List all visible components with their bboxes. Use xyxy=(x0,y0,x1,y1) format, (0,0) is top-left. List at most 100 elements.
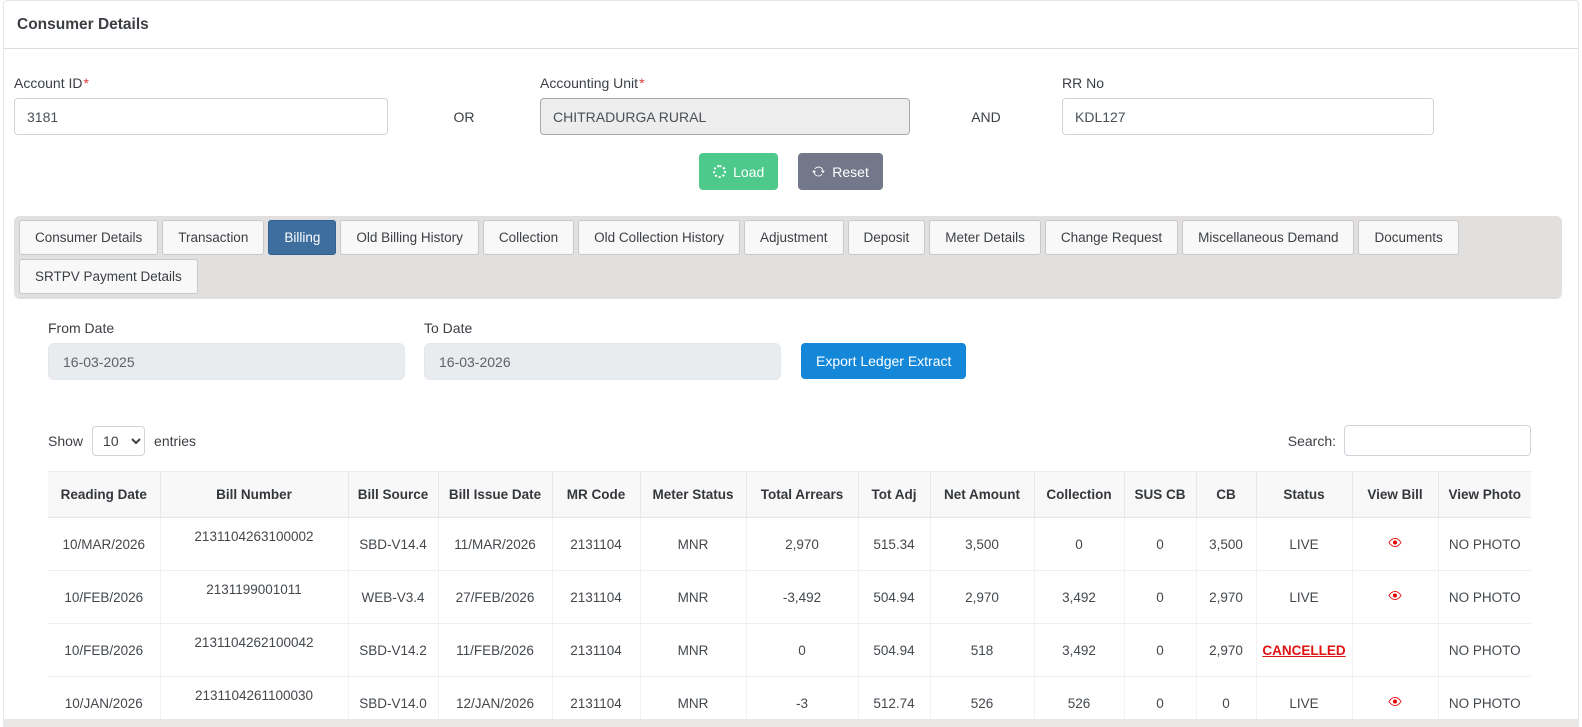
required-asterisk: * xyxy=(83,75,89,91)
col-bill-source: Bill Source xyxy=(347,471,438,518)
to-date-input[interactable] xyxy=(424,343,781,380)
cell-status: CANCELLED xyxy=(1255,623,1352,677)
cell-reading-date: 10/FEB/2026 xyxy=(48,570,160,624)
to-date-field: To Date xyxy=(424,320,781,380)
reset-button[interactable]: Reset xyxy=(798,153,883,190)
cell-bill-number[interactable]: 2131199001011 xyxy=(159,570,348,624)
cell-view-photo: NO PHOTO xyxy=(1437,623,1531,677)
page-card: Consumer Details Account ID* OR Accounti… xyxy=(3,0,1579,727)
cell-view-photo: NO PHOTO xyxy=(1437,676,1531,727)
table-body: 10/MAR/2026 2131104263100002 SBD-V14.4 1… xyxy=(48,517,1531,727)
page-title: Consumer Details xyxy=(17,15,149,33)
cell-cb: 2,970 xyxy=(1195,623,1256,677)
cell-bill-issue-date: 27/FEB/2026 xyxy=(437,570,552,624)
search-input[interactable] xyxy=(1344,425,1531,456)
tab-documents[interactable]: Documents xyxy=(1358,220,1459,255)
cell-meter-status: MNR xyxy=(639,517,746,571)
table-row: 10/FEB/2026 2131199001011 WEB-V3.4 27/FE… xyxy=(48,570,1531,624)
cell-total-arrears: 0 xyxy=(745,623,858,677)
tab-miscellaneous-demand[interactable]: Miscellaneous Demand xyxy=(1182,220,1355,255)
from-date-input[interactable] xyxy=(48,343,405,380)
tab-adjustment[interactable]: Adjustment xyxy=(743,220,844,255)
cell-tot-adj: 504.94 xyxy=(857,570,930,624)
tab-strip: Consumer Details Transaction Billing Old… xyxy=(14,216,1562,299)
tab-change-request[interactable]: Change Request xyxy=(1044,220,1179,255)
cell-mr-code: 2131104 xyxy=(551,570,640,624)
cancelled-status-link[interactable]: CANCELLED xyxy=(1262,642,1346,658)
rr-no-label: RR No xyxy=(1062,75,1105,91)
cell-meter-status: MNR xyxy=(639,570,746,624)
cell-collection: 0 xyxy=(1033,517,1124,571)
cell-view-bill xyxy=(1351,570,1438,624)
cell-net-amount: 518 xyxy=(929,623,1034,677)
cell-collection: 3,492 xyxy=(1033,570,1124,624)
cell-view-bill xyxy=(1351,676,1438,727)
cell-total-arrears: -3 xyxy=(745,676,858,727)
table-row: 10/JAN/2026 2131104261100030 SBD-V14.0 1… xyxy=(48,676,1531,727)
rr-no-input[interactable] xyxy=(1062,98,1434,135)
cell-sus-cb: 0 xyxy=(1123,623,1196,677)
horizontal-scrollbar[interactable] xyxy=(4,719,1578,727)
col-status: Status xyxy=(1255,471,1352,518)
billing-table: Reading Date Bill Number Bill Source Bil… xyxy=(48,471,1531,727)
cell-mr-code: 2131104 xyxy=(551,623,640,677)
tab-billing[interactable]: Billing xyxy=(268,220,337,255)
entries-select[interactable]: 10 xyxy=(92,425,146,456)
tab-row-2: SRTPV Payment Details xyxy=(17,257,1559,296)
cell-mr-code: 2131104 xyxy=(551,676,640,727)
tab-srtpv-payment-details[interactable]: SRTPV Payment Details xyxy=(19,259,198,294)
refresh-icon xyxy=(812,165,826,178)
consumer-search-form: Account ID* OR Accounting Unit* AND RR N… xyxy=(14,75,1578,135)
cell-bill-issue-date: 11/MAR/2026 xyxy=(437,517,552,571)
tab-deposit[interactable]: Deposit xyxy=(847,220,926,255)
col-mr-code: MR Code xyxy=(551,471,640,518)
cell-net-amount: 3,500 xyxy=(929,517,1034,571)
col-meter-status: Meter Status xyxy=(639,471,746,518)
tab-old-collection-history[interactable]: Old Collection History xyxy=(578,220,740,255)
rr-no-field: RR No xyxy=(1062,75,1434,135)
to-date-label: To Date xyxy=(424,320,473,336)
col-bill-issue-date: Bill Issue Date xyxy=(437,471,552,518)
account-id-input[interactable] xyxy=(14,98,388,135)
table-header: Reading Date Bill Number Bill Source Bil… xyxy=(48,471,1531,518)
table-row: 10/MAR/2026 2131104263100002 SBD-V14.4 1… xyxy=(48,517,1531,571)
cell-bill-issue-date: 11/FEB/2026 xyxy=(437,623,552,677)
cell-status: LIVE xyxy=(1255,517,1352,571)
view-bill-eye-icon[interactable] xyxy=(1387,537,1403,552)
cell-sus-cb: 0 xyxy=(1123,676,1196,727)
cell-collection: 526 xyxy=(1033,676,1124,727)
col-sus-cb: SUS CB xyxy=(1123,471,1196,518)
col-view-bill: View Bill xyxy=(1351,471,1438,518)
entries-label: entries xyxy=(154,432,197,449)
cell-total-arrears: 2,970 xyxy=(745,517,858,571)
col-view-photo: View Photo xyxy=(1437,471,1531,518)
cell-sus-cb: 0 xyxy=(1123,570,1196,624)
tab-transaction[interactable]: Transaction xyxy=(162,220,265,255)
export-ledger-extract-button[interactable]: Export Ledger Extract xyxy=(801,343,967,379)
cell-cb: 0 xyxy=(1195,676,1256,727)
account-id-field: Account ID* xyxy=(14,75,388,135)
cell-bill-number[interactable]: 2131104263100002 xyxy=(159,517,348,571)
tab-old-billing-history[interactable]: Old Billing History xyxy=(340,220,479,255)
cell-reading-date: 10/MAR/2026 xyxy=(48,517,160,571)
accounting-unit-input[interactable] xyxy=(540,98,910,135)
cell-bill-number[interactable]: 2131104261100030 xyxy=(159,676,348,727)
tab-consumer-details[interactable]: Consumer Details xyxy=(19,220,159,255)
cell-bill-number[interactable]: 2131104262100042 xyxy=(159,623,348,677)
cell-cb: 3,500 xyxy=(1195,517,1256,571)
load-button[interactable]: Load xyxy=(699,153,779,190)
from-date-label: From Date xyxy=(48,320,115,336)
cell-bill-source: WEB-V3.4 xyxy=(347,570,438,624)
cell-tot-adj: 504.94 xyxy=(857,623,930,677)
view-bill-eye-icon[interactable] xyxy=(1387,590,1403,605)
tab-row-1: Consumer Details Transaction Billing Old… xyxy=(17,218,1559,257)
cell-bill-source: SBD-V14.0 xyxy=(347,676,438,727)
tab-meter-details[interactable]: Meter Details xyxy=(929,220,1041,255)
col-bill-number: Bill Number xyxy=(159,471,348,518)
search-box: Search: xyxy=(1288,425,1531,456)
cell-net-amount: 2,970 xyxy=(929,570,1034,624)
cell-status: LIVE xyxy=(1255,570,1352,624)
view-bill-eye-icon[interactable] xyxy=(1387,696,1403,711)
tab-collection[interactable]: Collection xyxy=(482,220,575,255)
cell-view-bill xyxy=(1351,517,1438,571)
